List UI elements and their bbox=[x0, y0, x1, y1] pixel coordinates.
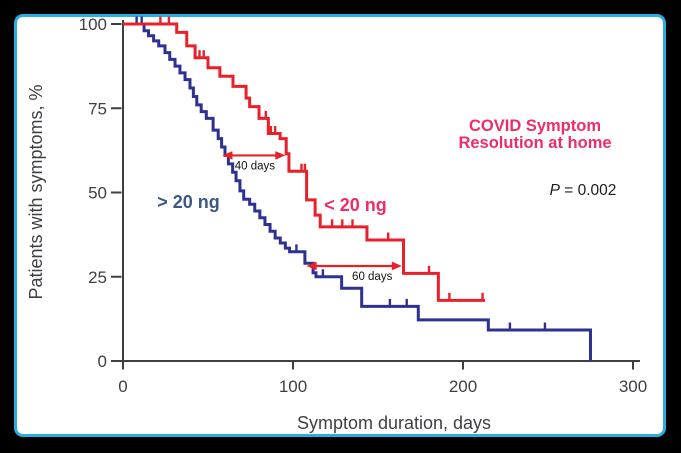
x-tick-label: 300 bbox=[619, 377, 647, 396]
arrow-head-right bbox=[275, 151, 286, 160]
y-tick-label: 75 bbox=[88, 99, 107, 118]
arrow-label: 60 days bbox=[352, 271, 393, 283]
chart-title: COVID Symptom Resolution at home bbox=[458, 117, 612, 152]
arrow-head-right bbox=[391, 261, 402, 271]
x-axis-label: Symptom duration, days bbox=[296, 413, 492, 433]
p-value-symbol: P bbox=[549, 182, 560, 199]
x-tick-label: 0 bbox=[118, 377, 127, 396]
series-label-over-20ng: > 20 ng bbox=[157, 192, 220, 212]
km-curve-under-20ng bbox=[123, 22, 486, 302]
arrow-head-left bbox=[222, 151, 233, 160]
p-value-text: = 0.002 bbox=[559, 182, 617, 199]
y-tick-label: 50 bbox=[88, 184, 107, 203]
series-label-under-20ng: < 20 ng bbox=[324, 195, 387, 215]
y-tick-label: 0 bbox=[98, 352, 107, 371]
y-tick-label: 100 bbox=[79, 15, 107, 34]
y-axis-label: Patients with symptoms, % bbox=[26, 84, 46, 300]
arrow-head-left bbox=[306, 261, 317, 271]
x-tick-label: 200 bbox=[449, 377, 477, 396]
y-tick-label: 25 bbox=[88, 268, 107, 287]
p-value: P = 0.002 bbox=[533, 182, 633, 200]
arrow-label: 40 days bbox=[235, 160, 276, 172]
axes bbox=[121, 20, 640, 362]
x-tick-label: 100 bbox=[279, 377, 307, 396]
km-curve-over-20ng bbox=[123, 22, 592, 361]
